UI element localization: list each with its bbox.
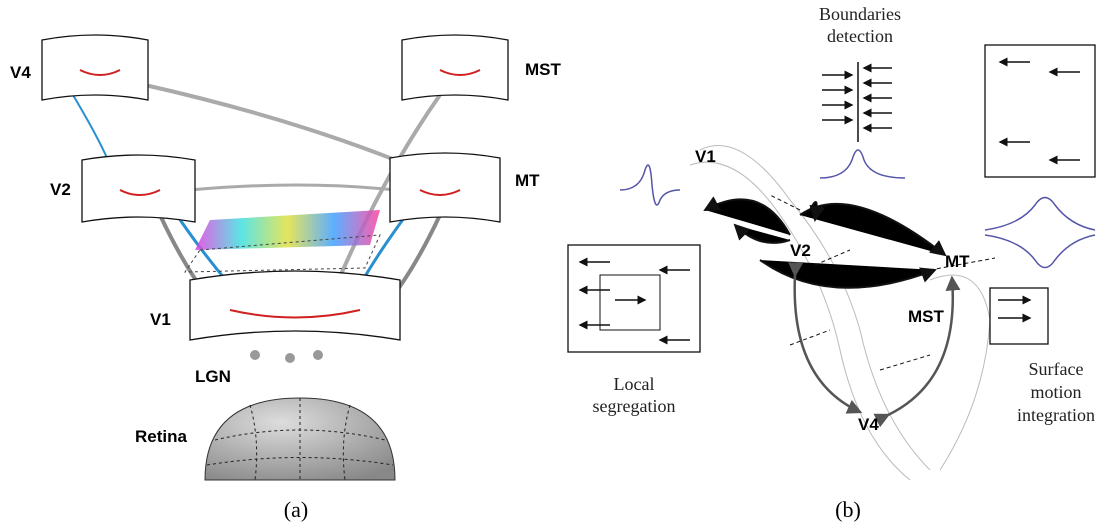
shape: [619, 164, 681, 206]
shape: [195, 210, 380, 250]
shape: [401, 34, 509, 101]
shape: [799, 202, 947, 257]
panel-a: V4 MST V2 MT V1 LGN Retina (a): [10, 34, 562, 522]
shape: [81, 154, 196, 223]
label: Boundaries detection: [819, 4, 901, 46]
shape: [809, 201, 826, 222]
label: V4: [10, 63, 31, 82]
box: [989, 287, 1049, 345]
shape: [788, 262, 863, 414]
label-line: motion: [1030, 382, 1081, 402]
label: V1: [150, 310, 171, 329]
node: [313, 350, 323, 360]
label: MST: [525, 60, 562, 79]
shape: [79, 69, 481, 319]
shape: [189, 270, 401, 341]
panel-b: Boundaries detection V1 V2 MT MST V4 Loca…: [567, 4, 1096, 522]
box: [567, 244, 701, 353]
label: MT: [945, 252, 970, 271]
shape: [389, 152, 501, 223]
shape: [206, 398, 394, 481]
shape: [984, 196, 1096, 269]
shape: [819, 149, 906, 179]
shape: [41, 34, 149, 101]
shape: [689, 145, 991, 481]
label: (b): [835, 497, 861, 522]
label: (a): [284, 497, 308, 522]
shape: [769, 194, 996, 371]
shape: [144, 83, 421, 172]
label: V2: [50, 180, 71, 199]
label-line: integration: [1017, 405, 1095, 425]
label: MST: [908, 307, 945, 326]
label: MT: [515, 171, 540, 190]
shape: [703, 196, 791, 236]
node: [250, 350, 260, 360]
box: [984, 44, 1096, 178]
shape: [733, 223, 791, 244]
label: Local segregation: [593, 374, 676, 416]
label: LGN: [195, 367, 231, 386]
box: [599, 274, 661, 331]
shape: [189, 183, 396, 192]
label: V2: [790, 241, 811, 260]
label-line: segregation: [593, 396, 676, 416]
label-line: Local: [614, 374, 655, 394]
label: V1: [695, 147, 716, 166]
node: [285, 353, 295, 363]
shape: [184, 234, 381, 273]
shape: [759, 259, 937, 289]
label-line: detection: [827, 26, 893, 46]
label-line: Surface: [1029, 359, 1084, 379]
label: Retina: [135, 427, 188, 446]
group: [822, 63, 892, 133]
label-line: Boundaries: [819, 4, 901, 24]
group: [578, 57, 1080, 345]
label: V4: [858, 415, 879, 434]
label: Surface motion integration: [1017, 359, 1095, 425]
shape: [69, 89, 111, 166]
shape: [873, 275, 961, 428]
